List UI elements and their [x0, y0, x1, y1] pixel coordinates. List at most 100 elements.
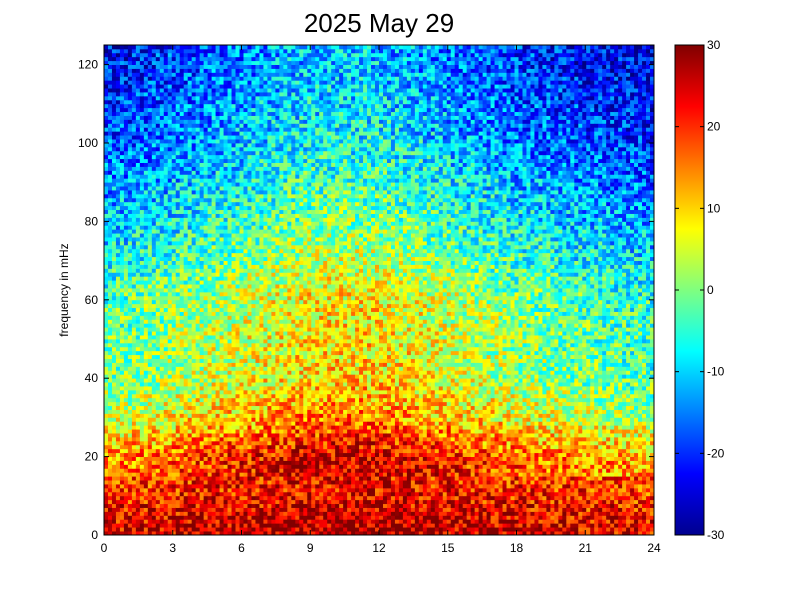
heatmap-cell: [132, 515, 136, 519]
heatmap-cell: [120, 147, 124, 151]
heatmap-cell: [116, 92, 120, 96]
heatmap-cell: [160, 49, 164, 53]
heatmap-cell: [176, 186, 180, 190]
heatmap-cell: [136, 257, 140, 261]
heatmap-cell: [144, 123, 148, 127]
heatmap-cell: [152, 304, 156, 308]
heatmap-cell: [168, 437, 172, 441]
heatmap-cell: [136, 206, 140, 210]
heatmap-cell: [140, 410, 144, 414]
heatmap-cell: [104, 241, 108, 245]
heatmap-cell: [144, 229, 148, 233]
heatmap-cell: [148, 433, 152, 437]
heatmap-cell: [144, 65, 148, 69]
heatmap-cell: [116, 210, 120, 214]
heatmap-cell: [120, 300, 124, 304]
heatmap-cell: [112, 449, 116, 453]
heatmap-cell: [132, 351, 136, 355]
heatmap-cell: [152, 496, 156, 500]
heatmap-cell: [120, 398, 124, 402]
heatmap-cell: [120, 272, 124, 276]
heatmap-cell: [188, 241, 192, 245]
heatmap-cell: [136, 355, 140, 359]
heatmap-cell: [116, 464, 120, 468]
heatmap-cell: [168, 202, 172, 206]
heatmap-cell: [180, 221, 184, 225]
heatmap-cell: [136, 429, 140, 433]
heatmap-cell: [132, 53, 136, 57]
heatmap-cell: [124, 304, 128, 308]
heatmap-cell: [188, 268, 192, 272]
heatmap-cell: [184, 504, 188, 508]
heatmap-cell: [188, 182, 192, 186]
heatmap-cell: [172, 359, 176, 363]
heatmap-cell: [116, 496, 120, 500]
heatmap-cell: [136, 433, 140, 437]
heatmap-cell: [120, 472, 124, 476]
heatmap-cell: [184, 492, 188, 496]
heatmap-cell: [184, 296, 188, 300]
heatmap-cell: [128, 515, 132, 519]
heatmap-cell: [152, 476, 156, 480]
heatmap-cell: [148, 374, 152, 378]
heatmap-cell: [148, 178, 152, 182]
heatmap-cell: [148, 519, 152, 523]
heatmap-cell: [156, 413, 160, 417]
heatmap-cell: [132, 108, 136, 112]
heatmap-cell: [180, 178, 184, 182]
heatmap-cell: [184, 312, 188, 316]
heatmap-cell: [132, 323, 136, 327]
heatmap-cell: [136, 500, 140, 504]
heatmap-cell: [112, 457, 116, 461]
heatmap-cell: [132, 284, 136, 288]
heatmap-cell: [124, 421, 128, 425]
heatmap-cell: [172, 194, 176, 198]
heatmap-cell: [140, 433, 144, 437]
heatmap-cell: [192, 453, 196, 457]
heatmap-cell: [180, 421, 184, 425]
heatmap-cell: [140, 96, 144, 100]
heatmap-cell: [108, 190, 112, 194]
heatmap-cell: [148, 53, 152, 57]
heatmap-cell: [176, 335, 180, 339]
heatmap-cell: [152, 319, 156, 323]
heatmap-cell: [180, 217, 184, 221]
heatmap-cell: [184, 139, 188, 143]
heatmap-cell: [168, 280, 172, 284]
heatmap-cell: [152, 515, 156, 519]
heatmap-cell: [176, 511, 180, 515]
heatmap-cell: [108, 300, 112, 304]
heatmap-cell: [152, 155, 156, 159]
heatmap-cell: [112, 276, 116, 280]
heatmap-cell: [108, 402, 112, 406]
heatmap-cell: [140, 92, 144, 96]
heatmap-cell: [156, 523, 160, 527]
heatmap-cell: [120, 433, 124, 437]
heatmap-cell: [112, 315, 116, 319]
heatmap-cell: [124, 315, 128, 319]
heatmap-cell: [112, 131, 116, 135]
heatmap-cell: [104, 417, 108, 421]
heatmap-cell: [180, 492, 184, 496]
heatmap-cell: [160, 457, 164, 461]
heatmap-cell: [156, 65, 160, 69]
heatmap-cell: [172, 241, 176, 245]
heatmap-cell: [176, 225, 180, 229]
heatmap-cell: [148, 484, 152, 488]
heatmap-cell: [192, 519, 196, 523]
heatmap-cell: [132, 174, 136, 178]
heatmap-cell: [176, 406, 180, 410]
heatmap-cell: [172, 304, 176, 308]
heatmap-cell: [116, 261, 120, 265]
heatmap-cell: [156, 374, 160, 378]
heatmap-cell: [124, 268, 128, 272]
heatmap-cell: [148, 468, 152, 472]
heatmap-cell: [156, 92, 160, 96]
heatmap-cell: [152, 167, 156, 171]
heatmap-cell: [108, 253, 112, 257]
heatmap-cell: [104, 484, 108, 488]
heatmap-cell: [120, 265, 124, 269]
heatmap-cell: [132, 378, 136, 382]
heatmap-cell: [176, 80, 180, 84]
heatmap-cell: [120, 425, 124, 429]
